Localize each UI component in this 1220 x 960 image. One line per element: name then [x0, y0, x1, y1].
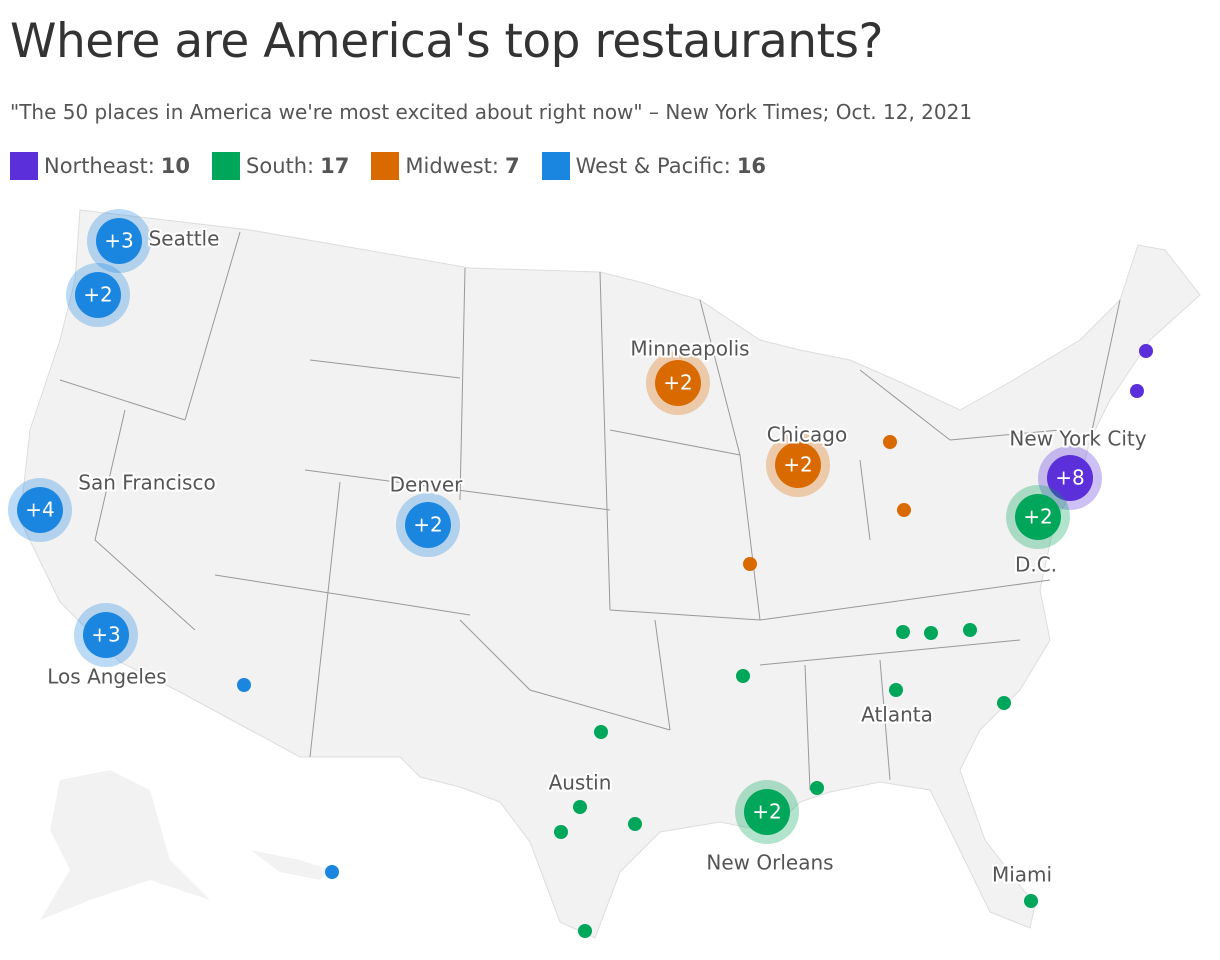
- restaurant-dot: [325, 865, 339, 879]
- city-label: Denver: [390, 473, 464, 497]
- restaurant-dot: [578, 924, 592, 938]
- subtitle: "The 50 places in America we're most exc…: [10, 100, 973, 124]
- legend-count: 7: [505, 154, 520, 178]
- cluster: +3: [74, 603, 138, 667]
- cluster-core: [17, 487, 63, 533]
- legend-swatch: [212, 152, 241, 180]
- restaurant-dot: [628, 817, 642, 831]
- legend-item: Northeast: 10: [10, 152, 190, 180]
- cluster: +4: [8, 478, 72, 542]
- restaurant-dot: [736, 669, 750, 683]
- cluster-label: +3: [104, 229, 133, 253]
- cluster-label: +2: [1023, 505, 1052, 529]
- legend-item: South: 17: [212, 152, 349, 180]
- city-label: New Orleans: [706, 851, 833, 875]
- legend-count: 16: [736, 154, 767, 178]
- legend: Northeast: 10 South: 17 Midwest: 7 West & Paci…: [10, 152, 766, 180]
- cluster-core: [1047, 455, 1093, 501]
- city-label: Chicago: [767, 423, 847, 447]
- cluster: +2: [646, 351, 710, 415]
- legend-swatch: [541, 152, 570, 180]
- legend-count: 10: [160, 154, 191, 178]
- cluster-label: +8: [1055, 466, 1084, 490]
- cluster: +2: [66, 263, 130, 327]
- legend-label: Northeast:: [44, 154, 155, 178]
- cluster: +2: [396, 493, 460, 557]
- cluster-label: +2: [783, 453, 812, 477]
- restaurant-dot: [810, 781, 824, 795]
- restaurant-dot: [594, 725, 608, 739]
- city-label: New York City: [1009, 427, 1146, 451]
- cluster: +3: [87, 209, 151, 273]
- city-label: Los Angeles: [47, 665, 166, 689]
- restaurant-dot: [963, 623, 977, 637]
- city-label: Miami: [992, 863, 1052, 887]
- cluster: +2: [1006, 485, 1070, 549]
- legend-label: West & Pacific:: [575, 154, 731, 178]
- legend-item: West & Pacific: 16: [541, 152, 767, 180]
- title: Where are America's top restaurants?: [10, 14, 883, 69]
- restaurant-dot: [883, 435, 897, 449]
- cluster-core: [83, 612, 129, 658]
- restaurant-dot: [554, 825, 568, 839]
- cluster-core: [405, 502, 451, 548]
- legend-swatch: [371, 152, 400, 180]
- cluster-label: +2: [413, 513, 442, 537]
- restaurant-dot: [997, 696, 1011, 710]
- cluster-core: [1015, 494, 1061, 540]
- city-label: D.C.: [1015, 553, 1057, 577]
- cluster-label: +4: [25, 498, 54, 522]
- restaurant-dot: [897, 503, 911, 517]
- cluster-core: [744, 789, 790, 835]
- city-label: Minneapolis: [630, 337, 749, 361]
- restaurant-dot: [743, 557, 757, 571]
- restaurant-dot: [237, 678, 251, 692]
- city-label: Seattle: [149, 227, 220, 251]
- cluster: +8: [1038, 446, 1102, 510]
- cluster-label: +2: [752, 800, 781, 824]
- legend-swatch: [10, 152, 38, 180]
- restaurant-dot: [1130, 384, 1144, 398]
- city-label: Atlanta: [861, 703, 933, 727]
- cluster-label: +2: [663, 371, 692, 395]
- restaurant-dot: [896, 625, 910, 639]
- cluster-core: [96, 218, 142, 264]
- city-label: Austin: [549, 771, 612, 795]
- restaurant-dot: [924, 626, 938, 640]
- cluster-label: +3: [91, 623, 120, 647]
- restaurant-dot: [889, 683, 903, 697]
- legend-label: South:: [246, 154, 315, 178]
- restaurant-dot: [1024, 894, 1038, 908]
- cluster: +2: [766, 433, 830, 497]
- restaurant-dot: [1139, 344, 1153, 358]
- us-map: [19, 209, 1201, 939]
- cluster: +2: [735, 780, 799, 844]
- legend-item: Midwest: 7: [371, 152, 520, 180]
- restaurant-dot: [573, 800, 587, 814]
- cluster-core: [775, 442, 821, 488]
- legend-label: Midwest:: [405, 154, 499, 178]
- cluster-core: [75, 272, 121, 318]
- cluster-label: +2: [83, 283, 112, 307]
- legend-count: 17: [320, 154, 350, 178]
- city-label: San Francisco: [78, 471, 215, 495]
- cluster-core: [655, 360, 701, 406]
